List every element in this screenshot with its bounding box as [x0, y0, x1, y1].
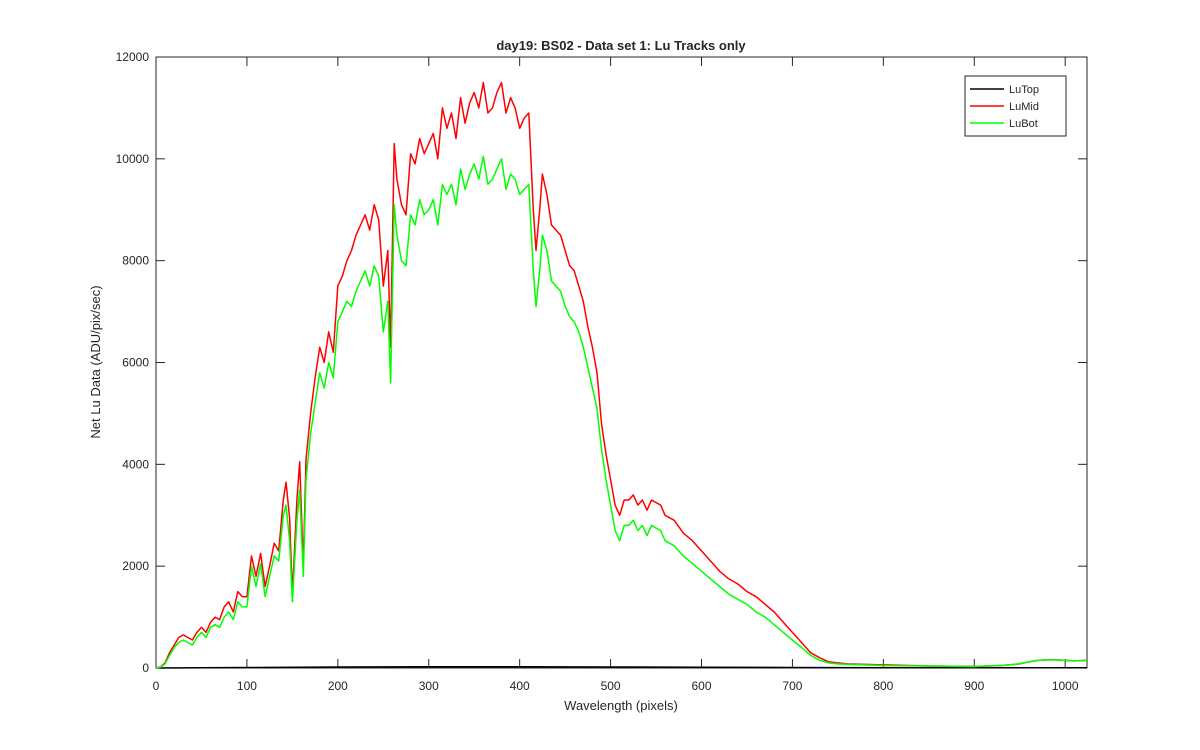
series-line-lubot: [155, 155, 1088, 669]
y-tick-label: 8000: [122, 254, 149, 268]
y-tick-label: 0: [142, 661, 149, 675]
axis-ticks: 0 100 200 300 400 500 600 700 800 900 100002000400…: [116, 50, 1087, 693]
x-tick-label: 700: [782, 679, 802, 693]
x-tick-label: 900: [964, 679, 984, 693]
y-tick-label: 4000: [122, 457, 149, 471]
chart-title: day19: BS02 - Data set 1: Lu Tracks only: [496, 38, 746, 53]
x-tick-label: 500: [601, 679, 621, 693]
x-tick-label: 100: [237, 679, 257, 693]
x-tick-label: 0: [153, 679, 160, 693]
legend-label: LuBot: [1009, 118, 1038, 130]
x-tick-label: 300: [419, 679, 439, 693]
y-tick-label: 2000: [122, 559, 149, 573]
x-tick-label: 200: [328, 679, 348, 693]
y-tick-label: 6000: [122, 356, 149, 370]
series-line-lutop: [155, 665, 1087, 669]
series-line-lumid: [155, 81, 1088, 669]
x-tick-label: 600: [691, 679, 711, 693]
y-tick-label: 12000: [116, 50, 150, 64]
legend-label: LuMid: [1009, 101, 1039, 113]
legend: LuTop LuMid LuBot: [964, 75, 1067, 137]
y-axis-label: Net Lu Data (ADU/pix/sec): [88, 285, 103, 438]
x-tick-label: 1000: [1052, 679, 1079, 693]
x-tick-label: 800: [873, 679, 893, 693]
x-tick-label: 400: [510, 679, 530, 693]
x-axis-label: Wavelength (pixels): [564, 698, 678, 713]
legend-label: LuTop: [1009, 84, 1039, 96]
plot-area: [155, 56, 1088, 669]
series-group: [155, 81, 1088, 669]
y-tick-label: 10000: [116, 152, 150, 166]
